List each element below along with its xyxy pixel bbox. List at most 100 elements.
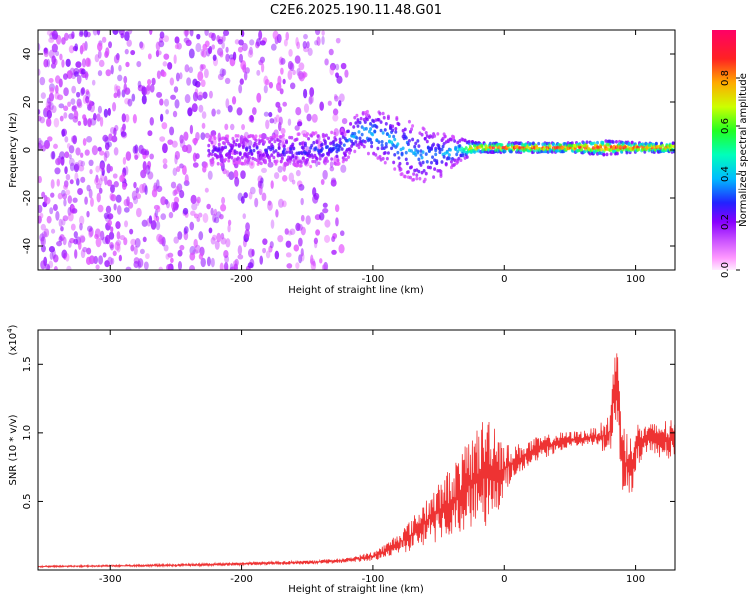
heatmap-cell [211,160,215,164]
heatmap-cell [149,153,154,160]
heatmap-cell [396,142,400,146]
heatmap-cell [346,155,350,159]
heatmap-cell [82,138,87,146]
heatmap-cell [73,231,78,239]
heatmap-cell [368,129,372,134]
heatmap-cell [414,153,418,157]
heatmap-cell [425,139,429,144]
heatmap-cell [280,127,286,135]
heatmap-cell [78,164,85,172]
heatmap-cell [173,86,179,93]
heatmap-cell [297,132,301,136]
heatmap-cell [232,260,238,270]
heatmap-cell [38,140,44,149]
heatmap-cell [200,79,206,88]
heatmap-cell [71,105,77,112]
heatmap-cell [309,164,313,169]
heatmap-cell [112,250,117,257]
heatmap-cell [313,159,317,164]
heatmap-cell [258,30,263,40]
heatmap-cell [38,115,42,122]
heatmap-cell [319,101,324,111]
heatmap-cell [208,90,213,99]
heatmap-cell [61,129,66,137]
heatmap-cell [415,176,419,181]
heatmap-cell [299,160,303,165]
heatmap-cell [74,172,79,182]
heatmap-cell [609,145,613,149]
heatmap-cell [197,94,203,101]
heatmap-cell [43,47,49,55]
heatmap-cell [585,140,589,144]
heatmap-cell [376,146,380,151]
heatmap-cell [184,94,191,104]
heatmap-cell [282,101,288,107]
heatmap-cell [130,50,136,56]
heatmap-cell [262,247,267,254]
heatmap-cell [103,152,108,162]
heatmap-cell [379,120,383,124]
heatmap-cell [84,70,89,81]
heatmap-cell [385,132,389,136]
heatmap-cell [625,150,629,155]
heatmap-cell [362,144,366,149]
heatmap-cell [432,175,436,179]
heatmap-cell [654,141,658,146]
heatmap-cell [125,151,132,161]
heatmap-cell [410,127,414,132]
heatmap-cell [89,169,93,175]
heatmap-cell [464,146,468,150]
heatmap-cell [117,74,123,82]
heatmap-cell [321,153,325,157]
heatmap-cell [202,91,208,99]
heatmap-cell [175,72,180,82]
heatmap-cell [189,30,194,37]
heatmap-cell [340,128,344,132]
heatmap-cell [173,189,178,196]
heatmap-cell [154,209,159,218]
heatmap-cell [406,170,410,174]
heatmap-cell [314,30,321,36]
heatmap-cell [107,219,113,226]
heatmap-cell [441,136,445,141]
heatmap-cell [380,139,384,144]
heatmap-cell [212,234,217,241]
heatmap-cell [77,159,83,167]
heatmap-cell [219,162,223,167]
heatmap-cell [216,154,220,159]
heatmap-cell [183,226,189,234]
heatmap-cell [352,142,356,146]
heatmap-cell [378,111,382,116]
heatmap-cell [238,53,244,63]
heatmap-cell [365,117,369,122]
heatmap-cell [51,151,56,160]
heatmap-cell [79,152,84,158]
snr-panel: -300 -200 -100 0 100 0.5 1.0 1.5 Height of str… [6,324,676,595]
heatmap-cell [177,260,183,270]
heatmap-cell [216,109,221,115]
heatmap-cell [201,111,207,119]
heatmap-cell [327,100,332,106]
heatmap-cell [369,127,373,131]
heatmap-cell [295,107,302,116]
heatmap-cell [52,249,56,259]
heatmap-cell [277,75,282,86]
heatmap-cell [324,234,331,243]
heatmap-cell [132,195,139,205]
heatmap-cell [160,213,167,221]
heatmap-cell [73,238,79,245]
heatmap-cell [267,161,274,168]
colorbar-ticks: 0.0 0.2 0.4 0.6 0.8 [720,70,740,278]
heatmap-cell [38,215,42,224]
heatmap-cell [329,166,335,172]
heatmap-cell [50,228,56,234]
heatmap-cell [295,169,301,177]
heatmap-cell [217,147,221,151]
heatmap-cell [324,58,329,66]
heatmap-cell [134,154,139,160]
heatmap-cell [156,185,163,193]
heatmap-cell [385,156,389,161]
heatmap-cell [503,149,507,154]
heatmap-cell [333,131,337,136]
heatmap-cell [448,148,452,152]
